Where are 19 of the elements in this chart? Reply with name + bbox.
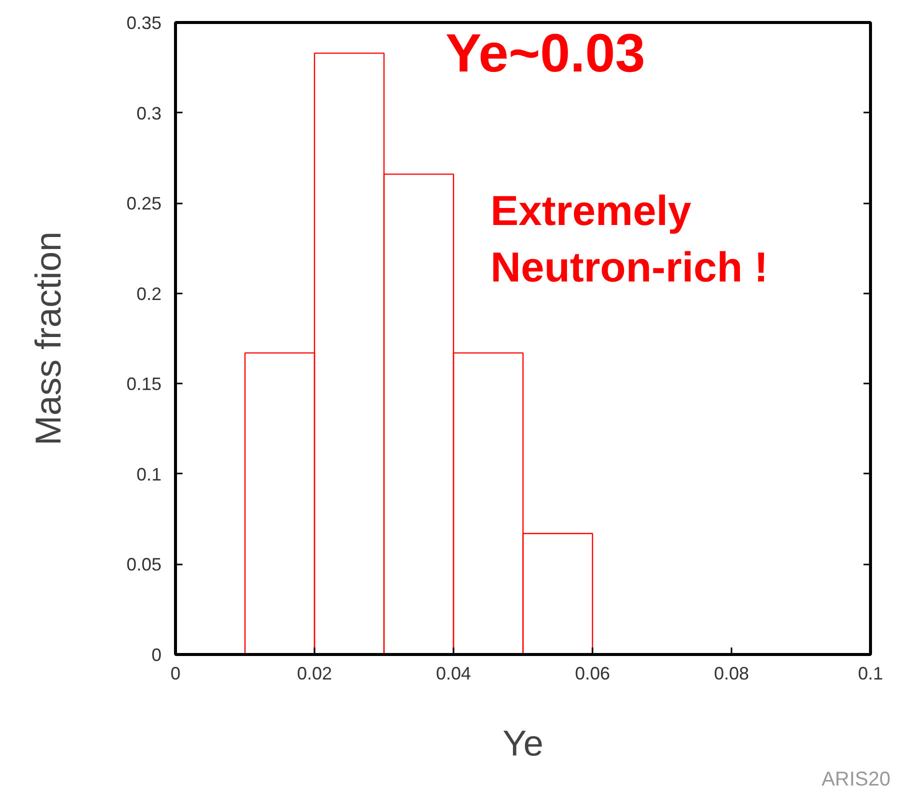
x-tick-label: 0.08 bbox=[714, 664, 750, 684]
x-axis-title: Ye bbox=[502, 722, 544, 764]
text: ARIS20 bbox=[822, 768, 891, 790]
y-tick-label: 0.1 bbox=[136, 464, 162, 484]
y-axis-title: Mass fraction bbox=[27, 231, 68, 446]
y-tick-label: 0.2 bbox=[136, 284, 162, 304]
x-tick-label: 0.1 bbox=[858, 664, 884, 684]
y-tick-label: 0.15 bbox=[126, 374, 162, 394]
y-tick-label: 0 bbox=[151, 645, 162, 665]
y-tick-label: 0.25 bbox=[126, 194, 162, 214]
x-tick-label: 0.04 bbox=[436, 664, 472, 684]
y-tick-label: 0.3 bbox=[136, 103, 162, 124]
x-tick-label: 0.06 bbox=[574, 664, 610, 684]
y-tick-label: 0.35 bbox=[126, 13, 162, 33]
y-tick-label: 0.05 bbox=[126, 554, 162, 575]
annotation: Ye~0.03 bbox=[446, 24, 646, 84]
x-tick-label: 0 bbox=[170, 664, 181, 684]
x-tick-label: 0.02 bbox=[296, 664, 332, 684]
annotation: Extremely Neutron-rich ! bbox=[490, 187, 768, 290]
